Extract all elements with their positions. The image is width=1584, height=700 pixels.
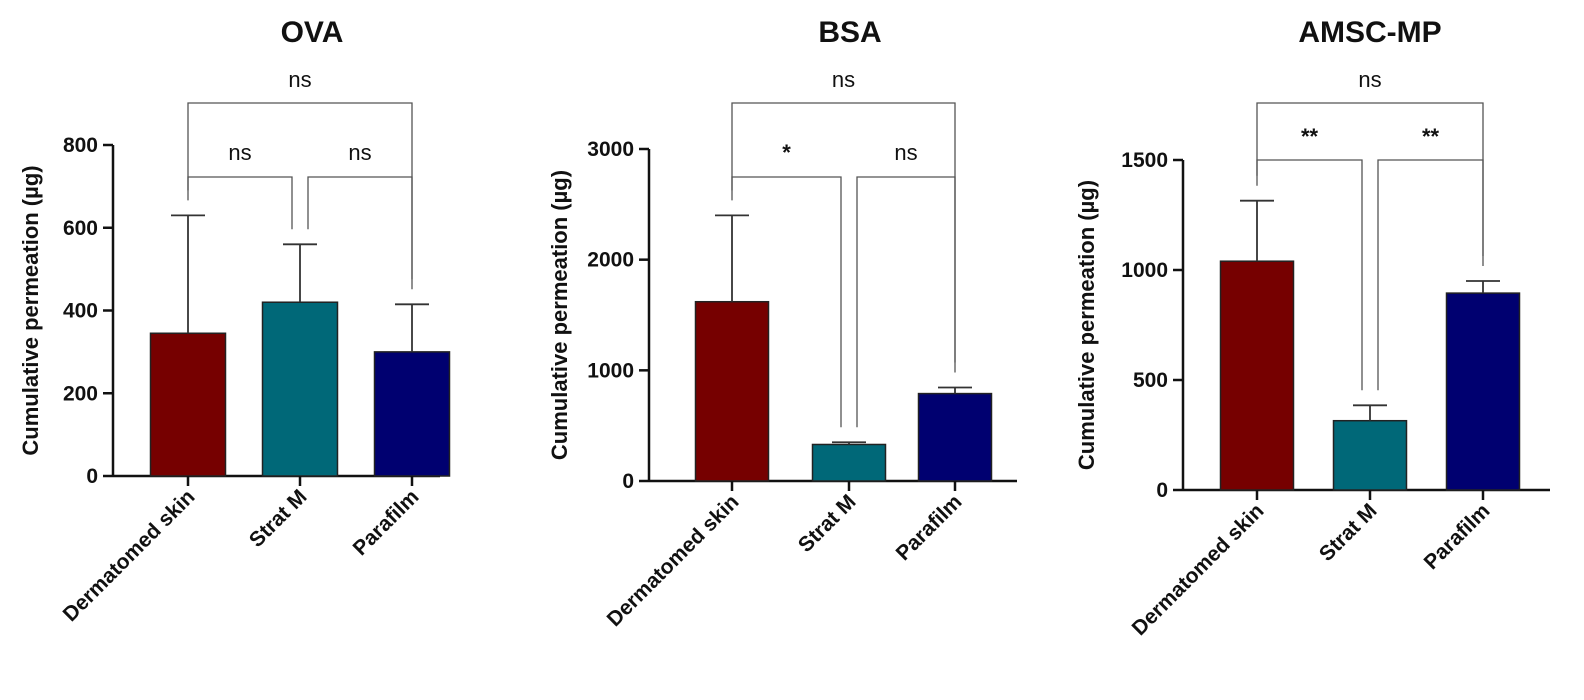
- y-axis-label: Cumulative permeation (µg): [18, 165, 43, 455]
- significance-label: **: [1422, 124, 1440, 149]
- x-tick-label: Parafilm: [1420, 499, 1495, 574]
- y-tick-label: 0: [1156, 479, 1168, 502]
- x-tick-label: Dermatomed skin: [603, 490, 744, 631]
- bar-dermatomed-skin: [149, 332, 227, 477]
- bar-dermatomed-skin: [694, 300, 770, 482]
- y-tick-label: 1000: [1121, 259, 1168, 282]
- significance-label: ns: [1358, 67, 1381, 92]
- y-axis-label: Cumulative permeation (µg): [1074, 180, 1099, 470]
- x-tick-label: Strat M: [794, 490, 861, 557]
- chart-panel-2: BSA Cumulative permeation (µg) 0 1000 2000 30…: [547, 16, 1017, 631]
- significance-label: *: [782, 140, 791, 165]
- significance-bracket: [307, 176, 413, 290]
- chart-panel-3: AMSC-MP Cumulative permeation (µg) 0 500 100…: [1074, 16, 1550, 640]
- x-tick-label: Strat M: [1315, 499, 1382, 566]
- chart-title: AMSC-MP: [1298, 16, 1441, 49]
- y-tick-label: 1000: [587, 359, 634, 382]
- bar-strat-m: [261, 301, 339, 477]
- bar-strat-m: [811, 443, 887, 482]
- significance-bracket: [731, 102, 956, 363]
- significance-label: ns: [894, 140, 917, 165]
- chart-title: BSA: [818, 16, 881, 49]
- bar-parafilm: [1445, 292, 1521, 491]
- bar-parafilm: [373, 351, 451, 477]
- significance-bracket: [856, 176, 956, 428]
- significance-bracket: [1256, 102, 1484, 256]
- bar-parafilm: [917, 392, 993, 482]
- chart-title: OVA: [281, 16, 344, 49]
- y-tick-label: 0: [622, 470, 634, 493]
- y-tick-label: 200: [63, 382, 98, 405]
- bar-dermatomed-skin: [1219, 260, 1295, 491]
- bar-strat-m: [1332, 419, 1408, 491]
- x-tick-label: Dermatomed skin: [59, 485, 200, 626]
- y-axis-label: Cumulative permeation (µg): [547, 170, 572, 460]
- x-tick-label: Strat M: [245, 485, 312, 552]
- significance-label: ns: [228, 140, 251, 165]
- y-tick-label: 800: [63, 134, 98, 157]
- x-tick-label: Parafilm: [892, 490, 967, 565]
- significance-label: **: [1301, 124, 1319, 149]
- chart-panel-1: OVA Cumulative permeation (µg) 0 200 400 600 8…: [18, 16, 451, 626]
- y-tick-label: 2000: [587, 249, 634, 272]
- significance-label: ns: [348, 140, 371, 165]
- x-tick-label: Parafilm: [349, 485, 424, 560]
- significance-label: ns: [832, 67, 855, 92]
- y-tick-label: 500: [1133, 369, 1168, 392]
- x-tick-label: Dermatomed skin: [1128, 499, 1269, 640]
- y-tick-label: 600: [63, 217, 98, 240]
- significance-bracket: [187, 102, 413, 280]
- y-tick-label: 0: [86, 465, 98, 488]
- y-tick-label: 3000: [587, 138, 634, 161]
- y-tick-label: 400: [63, 300, 98, 323]
- significance-label: ns: [288, 67, 311, 92]
- significance-bracket: [187, 176, 293, 230]
- y-tick-label: 1500: [1121, 149, 1168, 172]
